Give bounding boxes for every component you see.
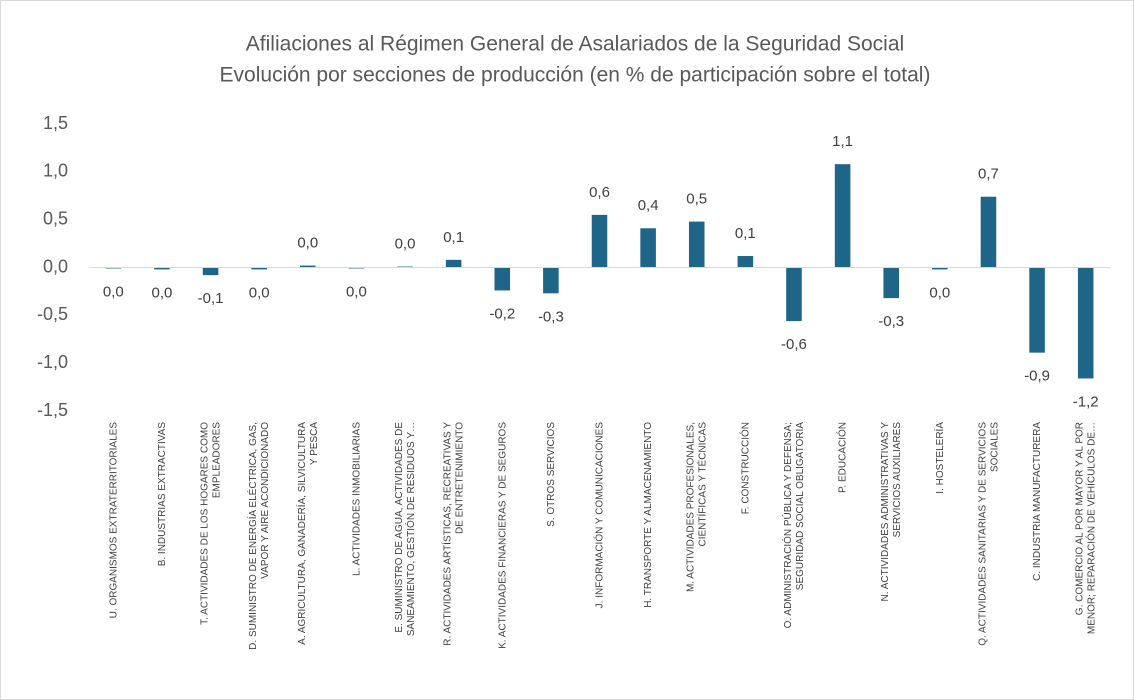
x-tick-label: A. AGRICULTURA, GANADERÍA, SILVICULTURAY… bbox=[294, 422, 319, 645]
data-label: 0,0 bbox=[929, 284, 950, 301]
x-tick-label: P. EDUCACIÓN bbox=[835, 422, 848, 493]
bar bbox=[202, 267, 219, 276]
bar bbox=[494, 267, 511, 291]
x-tick-label: H. TRANSPORTE Y ALMACENAMIENTO bbox=[643, 422, 654, 608]
bar bbox=[154, 267, 170, 270]
bar bbox=[1029, 267, 1045, 353]
data-label: 0,4 bbox=[638, 197, 659, 214]
bar bbox=[591, 214, 608, 268]
data-label: 0,7 bbox=[978, 166, 999, 183]
data-label: 0,1 bbox=[735, 225, 756, 242]
y-tick-label: -0,5 bbox=[37, 304, 68, 324]
data-label: -1,2 bbox=[1073, 393, 1099, 410]
x-tick-label: Q. ACTIVIDADES SANITARIAS Y DE SERVICIOS… bbox=[977, 422, 1000, 646]
x-tick-label: U. ORGANISMOS EXTRATERRITORIALES bbox=[108, 422, 119, 619]
data-label: 0,0 bbox=[395, 236, 416, 253]
x-tick-label: E. SUMINISTRO DE AGUA, ACTIVIDADES DESAN… bbox=[394, 422, 417, 636]
x-tick-label: S. OTROS SERVICIOS bbox=[546, 422, 557, 527]
bar bbox=[251, 267, 267, 270]
data-label: -0,3 bbox=[878, 313, 904, 330]
data-label: -0,6 bbox=[781, 336, 807, 353]
x-tick-label: T. ACTIVIDADES DE LOS HOGARES COMOEMPLEA… bbox=[199, 422, 222, 625]
bar bbox=[445, 259, 462, 268]
y-tick-label: -1,0 bbox=[37, 352, 68, 372]
bar bbox=[640, 228, 656, 268]
data-label: 1,1 bbox=[832, 133, 853, 150]
data-label: -0,9 bbox=[1024, 368, 1050, 385]
x-tick-label: O. ADMINISTRACIÓN PÚBLICA Y DEFENSA;SEGU… bbox=[781, 422, 806, 629]
x-tick-label: F. CONSTRUCCIÓN bbox=[738, 422, 751, 514]
x-tick-label: B. INDUSTRIAS EXTRACTIVAS bbox=[157, 422, 168, 567]
bar bbox=[883, 267, 899, 299]
chart-subtitle: Evolución por secciones de producción (e… bbox=[220, 64, 931, 87]
x-tick-label: C. INDUSTRIA MANUFACTURERA bbox=[1032, 422, 1043, 581]
data-label: -0,2 bbox=[489, 305, 515, 322]
bar bbox=[737, 256, 754, 268]
x-tick-label: G. COMERCIO AL POR MAYOR Y AL PORMENOR; … bbox=[1074, 422, 1097, 634]
bar bbox=[786, 267, 802, 322]
bar bbox=[980, 196, 997, 268]
data-label: 0,6 bbox=[589, 184, 610, 201]
y-tick-label: 0,5 bbox=[43, 208, 68, 228]
bar bbox=[932, 267, 948, 270]
bar bbox=[688, 221, 705, 268]
chart-title: Afiliaciones al Régimen General de Asala… bbox=[246, 33, 904, 56]
x-tick-label: N. ACTIVIDADES ADMINISTRATIVAS YSERVICIO… bbox=[880, 422, 903, 602]
bar bbox=[300, 265, 316, 268]
data-label: 0,5 bbox=[686, 191, 707, 208]
data-label: 0,0 bbox=[346, 283, 367, 300]
data-label: 0,0 bbox=[103, 283, 124, 300]
y-tick-label: 1,0 bbox=[43, 161, 68, 181]
x-tick-label: L. ACTIVIDADES INMOBILIARIAS bbox=[351, 422, 362, 576]
data-label: 0,0 bbox=[249, 284, 270, 301]
x-tick-label: R. ACTIVIDADES ARTÍSTICAS, RECREATIVAS Y… bbox=[440, 422, 465, 646]
data-label: 0,1 bbox=[443, 229, 464, 246]
y-tick-label: 1,5 bbox=[43, 113, 68, 133]
data-label: -0,1 bbox=[198, 290, 224, 307]
bar bbox=[1077, 267, 1094, 379]
data-label: -0,3 bbox=[538, 308, 564, 325]
x-tick-label: K. ACTIVIDADES FINANCIERAS Y DE SEGUROS bbox=[497, 422, 508, 649]
y-tick-label: -1,5 bbox=[37, 400, 68, 420]
data-label: 0,0 bbox=[151, 284, 172, 301]
x-tick-label: J. INFORMACIÓN Y COMUNICACIONES bbox=[592, 422, 605, 609]
x-tick-label: D. SUMINISTRO DE ENERGÍA ELÉCTRICA, GAS,… bbox=[246, 422, 271, 650]
data-label: 0,0 bbox=[297, 235, 318, 252]
x-tick-label: M. ACTIVIDADES PROFESIONALES,CIENTÍFICAS… bbox=[685, 422, 708, 592]
x-tick-label: I. HOSTELERÍA bbox=[932, 422, 945, 494]
y-tick-label: 0,0 bbox=[43, 256, 68, 276]
bar bbox=[543, 267, 559, 294]
bar bbox=[834, 164, 851, 268]
